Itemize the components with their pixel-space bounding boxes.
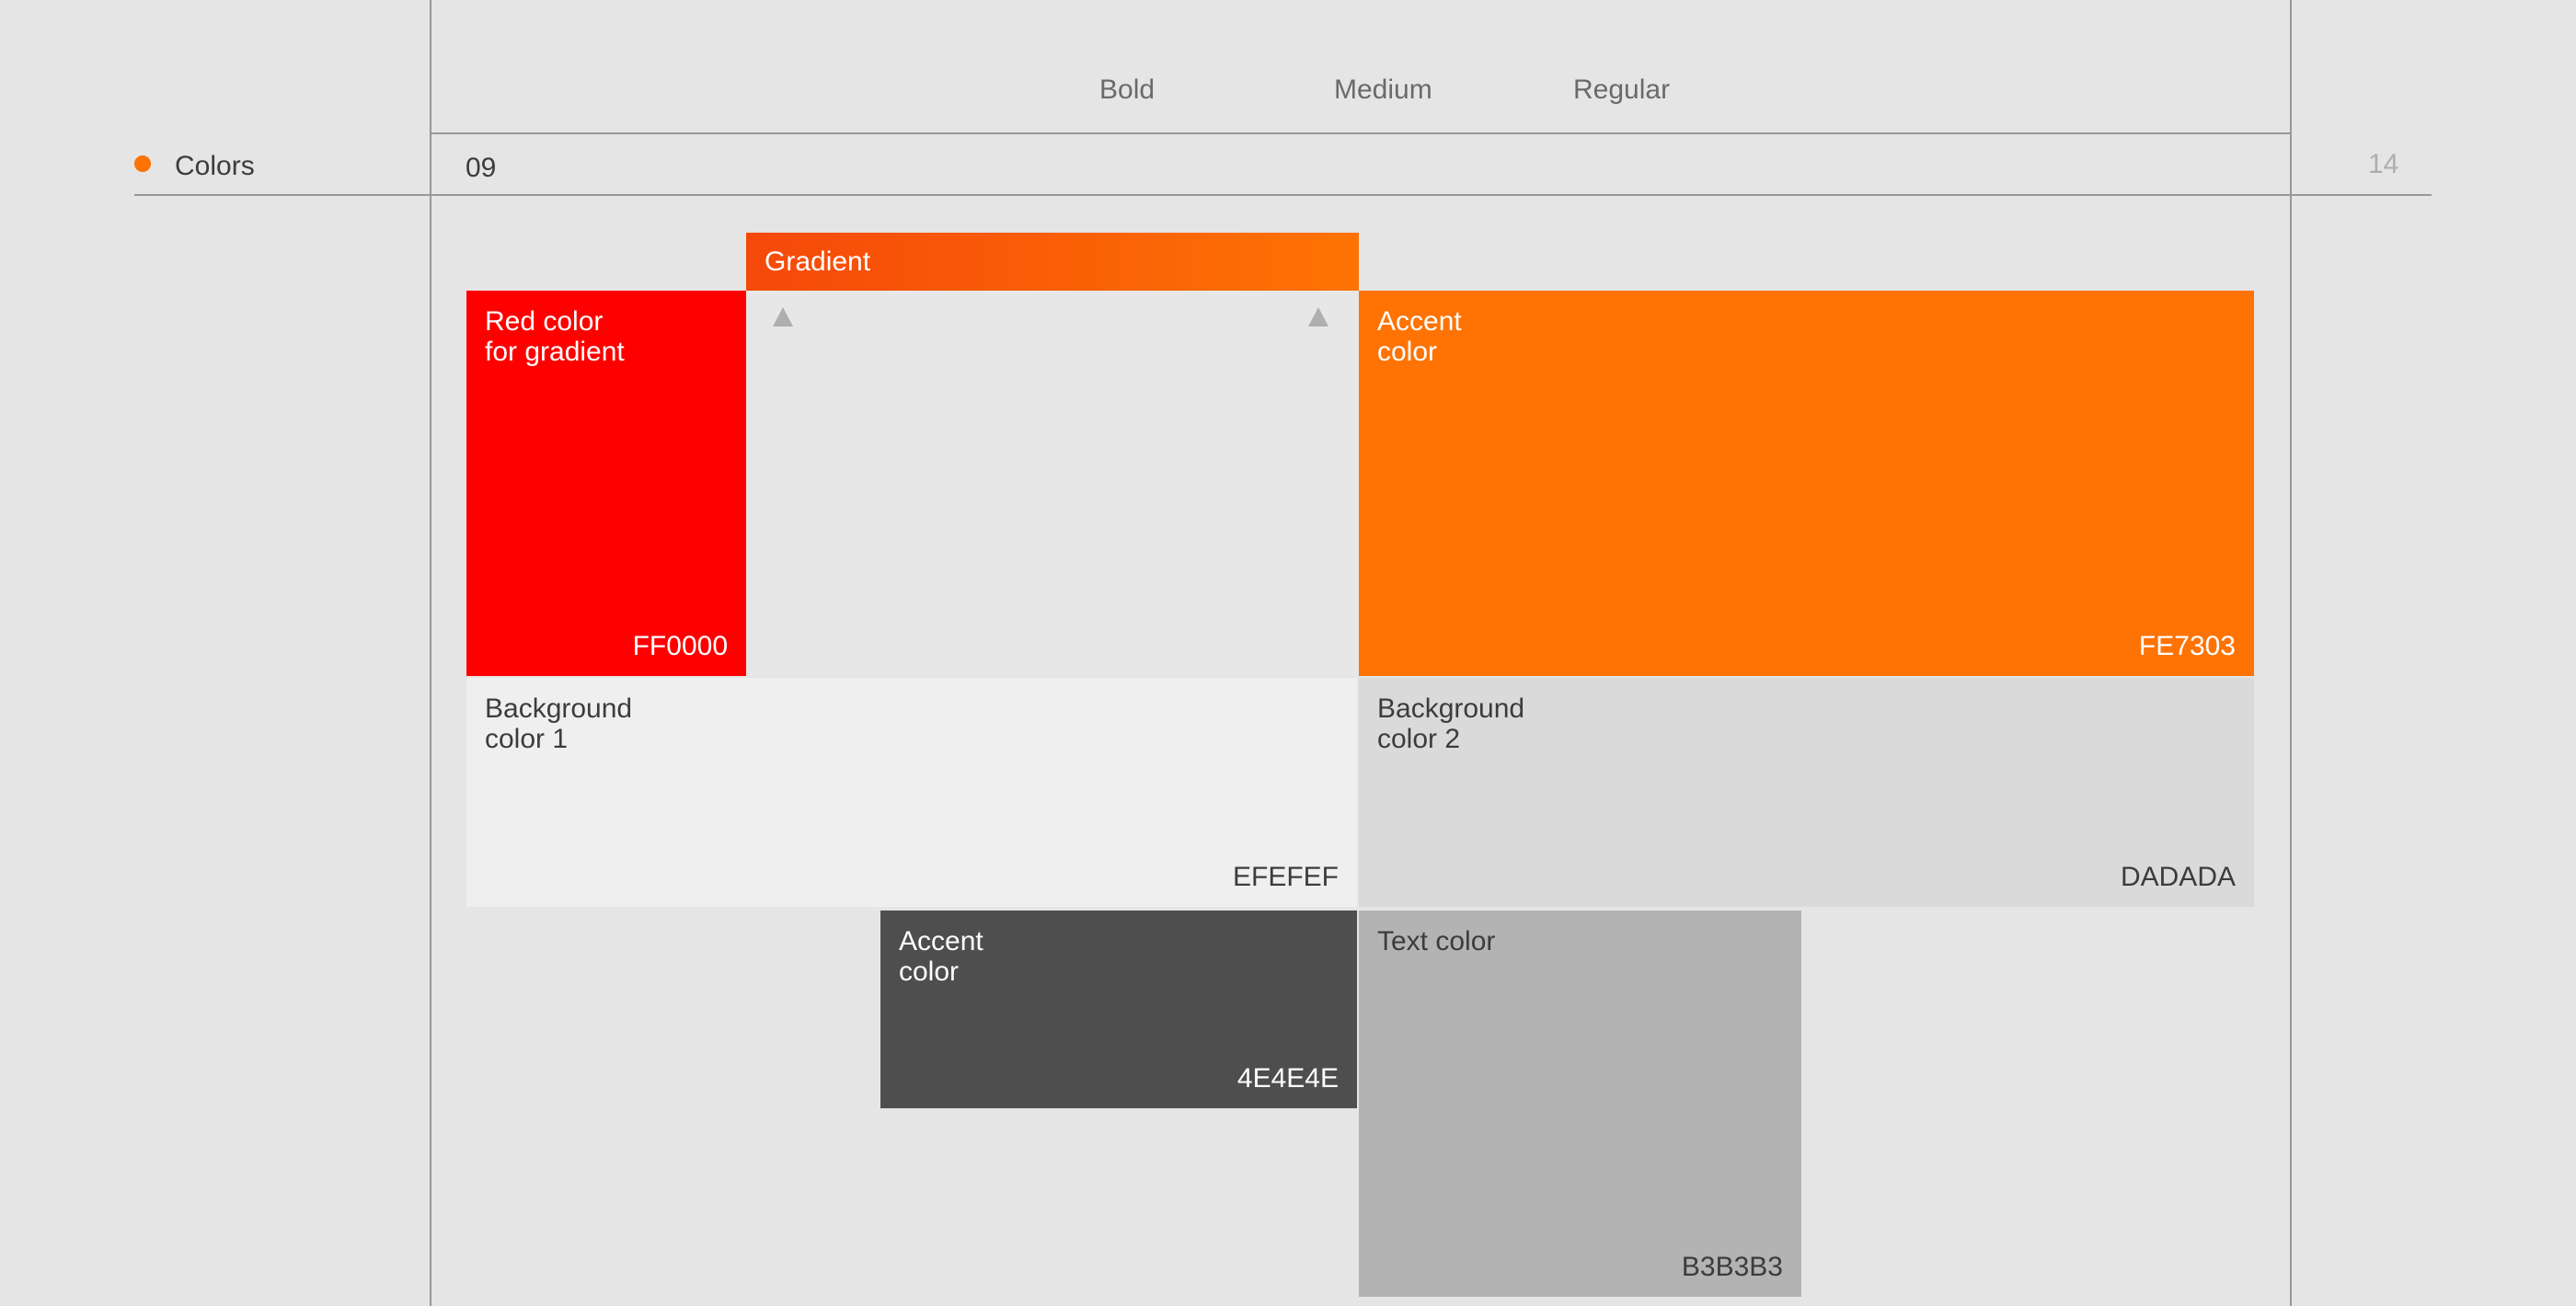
swatch-accent-dark-hex: 4E4E4E: [1236, 1063, 1339, 1094]
swatch-red-name: Red color for gradient: [485, 306, 625, 367]
swatch-background-2-name-line1: Background: [1377, 693, 1525, 724]
weight-label-regular: Regular: [1573, 74, 1671, 105]
guide-vline-right: [2290, 0, 2292, 1306]
weight-label-bold: Bold: [1099, 74, 1156, 105]
gradient-bar-label: Gradient: [765, 246, 871, 277]
swatch-background-2-name-line2: color 2: [1377, 724, 1461, 754]
swatch-background-1-name: Background color 1: [485, 693, 632, 754]
swatch-accent-orange-name-line2: color: [1377, 337, 1438, 367]
swatch-accent-orange-name-line1: Accent: [1377, 306, 1462, 337]
guide-hline-top: [431, 132, 2291, 134]
swatch-text-color: Text color B3B3B3: [1359, 911, 1801, 1297]
swatch-red-name-line1: Red color: [485, 306, 604, 337]
swatch-text-color-name: Text color: [1377, 926, 1495, 957]
swatch-red: Red color for gradient FF0000: [466, 291, 746, 676]
swatch-background-2-name: Background color 2: [1377, 693, 1524, 754]
swatch-accent-dark-name: Accent color: [899, 926, 983, 987]
swatch-background-1-name-line2: color 1: [485, 724, 569, 754]
swatch-background-1: Background color 1 EFEFEF: [466, 678, 1357, 907]
swatch-accent-orange: Accent color FE7303: [1359, 291, 2254, 676]
section-title: Colors: [175, 151, 255, 181]
swatch-text-color-hex: B3B3B3: [1681, 1252, 1783, 1282]
guide-vline-left: [430, 0, 431, 1306]
swatch-accent-dark: Accent color 4E4E4E: [880, 911, 1357, 1108]
gradient-stop-left-icon: [773, 307, 793, 326]
swatch-red-name-line2: for gradient: [485, 337, 625, 367]
swatch-background-2: Background color 2 DADADA: [1359, 678, 2254, 907]
gradient-bar: Gradient: [746, 233, 1359, 291]
weight-label-medium: Medium: [1334, 74, 1432, 105]
swatch-text-color-name-line1: Text color: [1377, 926, 1496, 957]
swatch-background-2-hex: DADADA: [2120, 862, 2236, 892]
gradient-preview-area: [746, 291, 1359, 676]
section-number: 09: [466, 153, 497, 183]
gradient-stop-right-icon: [1308, 307, 1328, 326]
page-number: 14: [2368, 149, 2399, 179]
swatch-red-hex: FF0000: [632, 631, 728, 661]
guide-hline-mid: [134, 194, 2432, 196]
swatch-background-1-name-line1: Background: [485, 693, 633, 724]
swatch-accent-orange-name: Accent color: [1377, 306, 1462, 367]
swatch-background-1-hex: EFEFEF: [1232, 862, 1339, 892]
section-bullet-icon: [134, 155, 151, 172]
swatch-accent-dark-name-line1: Accent: [899, 926, 983, 957]
swatch-accent-orange-hex: FE7303: [2138, 631, 2236, 661]
swatch-accent-dark-name-line2: color: [899, 957, 960, 987]
